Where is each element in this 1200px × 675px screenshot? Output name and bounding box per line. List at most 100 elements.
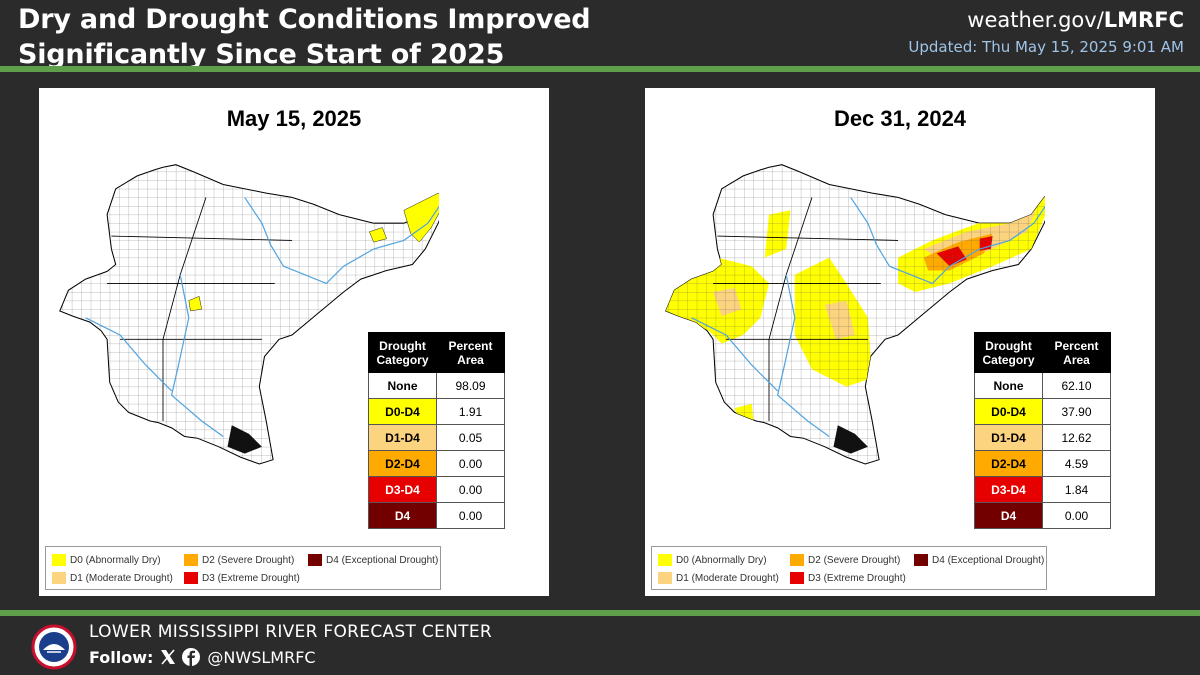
follow-label: Follow: [89, 647, 154, 667]
title-line-1: Dry and Drought Conditions Improved [18, 4, 591, 35]
legend-desc: (Moderate Drought) [691, 572, 779, 584]
category-cell: D4 [974, 502, 1043, 529]
coastline [833, 425, 868, 454]
bottom-divider [0, 610, 1200, 616]
map-legend: D0 (Abnormally Dry) D1 (Moderate Drought… [45, 546, 441, 590]
river-line [85, 197, 439, 437]
legend-swatch [52, 572, 66, 584]
table-row: None 62.10 [974, 372, 1111, 399]
legend-swatch [790, 572, 804, 584]
legend-item-d2: D2 (Severe Drought) [790, 553, 900, 567]
legend-item-d4: D4 (Exceptional Drought) [308, 553, 438, 567]
legend-swatch [308, 554, 322, 566]
legend-swatch [184, 554, 198, 566]
category-cell: None [368, 372, 437, 399]
category-cell: D2-D4 [974, 450, 1043, 477]
drought-stats-table: Drought Category Percent Area None 98.09… [368, 332, 505, 529]
legend-desc: (Abnormally Dry) [85, 554, 161, 566]
legend-code: D0 [676, 554, 689, 566]
map-panel-may-2025: May 15, 2025 Drought Category Percent Ar… [39, 88, 549, 596]
legend-item-d1: D1 (Moderate Drought) [658, 571, 779, 585]
category-cell: D1-D4 [974, 424, 1043, 451]
percent-cell: 37.90 [1042, 398, 1111, 425]
category-cell: None [974, 372, 1043, 399]
site-prefix: weather.gov/ [967, 8, 1104, 32]
nws-logo [31, 624, 77, 670]
category-cell: D1-D4 [368, 424, 437, 451]
site-link[interactable]: weather.gov/LMRFC [967, 8, 1184, 32]
table-row: D3-D4 0.00 [368, 476, 505, 503]
header-category: Drought Category [368, 332, 437, 373]
legend-code: D4 [932, 554, 945, 566]
page-title: Dry and Drought Conditions Improved Sign… [18, 2, 591, 72]
legend-item-d0: D0 (Abnormally Dry) [52, 553, 161, 567]
legend-swatch [914, 554, 928, 566]
legend-code: D3 [808, 572, 821, 584]
legend-code: D0 [70, 554, 83, 566]
legend-item-d2: D2 (Severe Drought) [184, 553, 294, 567]
site-suffix: LMRFC [1103, 8, 1184, 32]
table-row: D2-D4 0.00 [368, 450, 505, 477]
table-row: D1-D4 12.62 [974, 424, 1111, 451]
percent-cell: 1.91 [436, 398, 505, 425]
category-cell: D2-D4 [368, 450, 437, 477]
coastline [227, 425, 262, 454]
follow-row: Follow: @NWSLMRFC [89, 647, 316, 667]
category-cell: D3-D4 [974, 476, 1043, 503]
social-handle[interactable]: @NWSLMRFC [207, 647, 316, 667]
legend-code: D3 [202, 572, 215, 584]
yellow-area-2 [369, 227, 387, 243]
river-line [691, 197, 1045, 437]
legend-code: D1 [70, 572, 83, 584]
category-cell: D4 [368, 502, 437, 529]
percent-cell: 0.00 [436, 502, 505, 529]
percent-cell: 0.00 [436, 476, 505, 503]
legend-desc: (Abnormally Dry) [691, 554, 767, 566]
map-legend: D0 (Abnormally Dry) D1 (Moderate Drought… [651, 546, 1047, 590]
category-cell: D3-D4 [368, 476, 437, 503]
legend-desc: (Severe Drought) [823, 554, 901, 566]
legend-code: D2 [808, 554, 821, 566]
percent-cell: 0.00 [436, 450, 505, 477]
table-row: D4 0.00 [368, 502, 505, 529]
legend-item-d1: D1 (Moderate Drought) [52, 571, 173, 585]
legend-item-d0: D0 (Abnormally Dry) [658, 553, 767, 567]
legend-swatch [52, 554, 66, 566]
table-row: D1-D4 0.05 [368, 424, 505, 451]
table-row: D2-D4 4.59 [974, 450, 1111, 477]
legend-code: D1 [676, 572, 689, 584]
table-row: D4 0.00 [974, 502, 1111, 529]
legend-item-d3: D3 (Extreme Drought) [790, 571, 906, 585]
header-category: Drought Category [974, 332, 1043, 373]
legend-code: D2 [202, 554, 215, 566]
table-row: D0-D4 1.91 [368, 398, 505, 425]
org-name: LOWER MISSISSIPPI RIVER FORECAST CENTER [89, 622, 492, 642]
percent-cell: 4.59 [1042, 450, 1111, 477]
table-row: D3-D4 1.84 [974, 476, 1111, 503]
drought-map-may-2025 [59, 164, 439, 465]
header: Dry and Drought Conditions Improved Sign… [0, 0, 1200, 70]
percent-cell: 12.62 [1042, 424, 1111, 451]
legend-item-d3: D3 (Extreme Drought) [184, 571, 300, 585]
legend-code: D4 [326, 554, 339, 566]
legend-swatch [184, 572, 198, 584]
header-percent: Percent Area [436, 332, 505, 373]
category-cell: D0-D4 [368, 398, 437, 425]
percent-cell: 62.10 [1042, 372, 1111, 399]
yellow-area [403, 192, 439, 243]
map-title: Dec 31, 2024 [833, 106, 967, 131]
table-row: None 98.09 [368, 372, 505, 399]
header-percent: Percent Area [1042, 332, 1111, 373]
facebook-icon[interactable] [181, 647, 201, 667]
category-cell: D0-D4 [974, 398, 1043, 425]
percent-cell: 1.84 [1042, 476, 1111, 503]
yellow-area-3 [188, 296, 202, 312]
percent-cell: 98.09 [436, 372, 505, 399]
map-title: May 15, 2025 [226, 106, 362, 131]
map-panel-dec-2024: Dec 31, 2024 [645, 88, 1155, 596]
x-logo-icon[interactable] [159, 648, 177, 666]
top-divider [0, 66, 1200, 72]
legend-desc: (Severe Drought) [217, 554, 295, 566]
updated-timestamp: Updated: Thu May 15, 2025 9:01 AM [908, 38, 1184, 56]
legend-swatch [658, 554, 672, 566]
